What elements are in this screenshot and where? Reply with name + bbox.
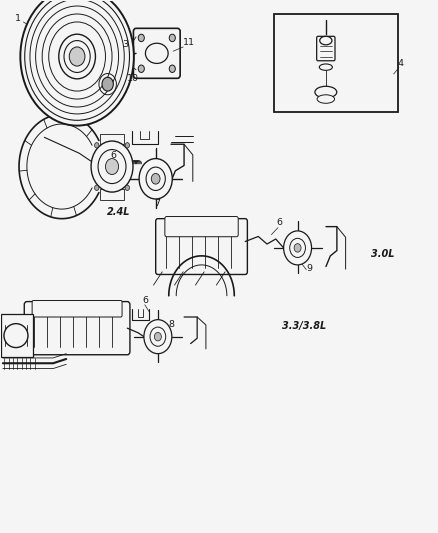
Circle shape (154, 333, 161, 341)
Text: 3: 3 (122, 41, 128, 50)
Text: 6: 6 (276, 218, 282, 227)
Ellipse shape (320, 36, 332, 45)
Ellipse shape (317, 95, 335, 103)
FancyBboxPatch shape (155, 219, 247, 274)
Bar (100, 134, 124, 144)
Bar (100, 189, 124, 199)
Circle shape (151, 173, 160, 184)
Circle shape (169, 65, 175, 72)
Circle shape (95, 143, 99, 148)
Circle shape (102, 77, 113, 91)
Text: 6: 6 (143, 296, 148, 305)
Circle shape (139, 159, 172, 199)
Text: 11: 11 (183, 38, 194, 47)
Text: 4: 4 (398, 59, 404, 68)
Text: 3.3/3.8L: 3.3/3.8L (282, 321, 326, 330)
FancyBboxPatch shape (32, 301, 122, 317)
Ellipse shape (4, 324, 28, 348)
Bar (1, 314, 33, 357)
Bar (274, 14, 398, 112)
Text: 2.4L: 2.4L (107, 207, 131, 217)
Circle shape (98, 150, 126, 183)
Text: 10: 10 (127, 75, 139, 84)
Text: 6: 6 (110, 151, 117, 160)
Text: 3.0L: 3.0L (371, 249, 395, 259)
Circle shape (284, 231, 311, 265)
Circle shape (125, 185, 130, 190)
Circle shape (169, 34, 175, 42)
FancyBboxPatch shape (134, 28, 180, 78)
Text: 9: 9 (306, 264, 312, 273)
Circle shape (125, 143, 130, 148)
Circle shape (106, 159, 119, 174)
Text: 7: 7 (154, 199, 160, 208)
Circle shape (294, 244, 301, 252)
Text: 1: 1 (15, 14, 21, 23)
Ellipse shape (319, 64, 332, 70)
Ellipse shape (145, 43, 168, 63)
FancyBboxPatch shape (24, 302, 130, 355)
Ellipse shape (315, 86, 337, 98)
Circle shape (138, 65, 145, 72)
Circle shape (290, 238, 305, 257)
Circle shape (150, 327, 166, 346)
Circle shape (69, 47, 85, 66)
FancyBboxPatch shape (317, 36, 335, 61)
Text: 8: 8 (169, 320, 175, 328)
FancyBboxPatch shape (165, 216, 238, 237)
Circle shape (91, 141, 133, 192)
Circle shape (146, 167, 165, 190)
Circle shape (138, 34, 145, 42)
Circle shape (20, 0, 134, 126)
Circle shape (95, 185, 99, 190)
Circle shape (59, 34, 95, 79)
Circle shape (144, 320, 172, 354)
